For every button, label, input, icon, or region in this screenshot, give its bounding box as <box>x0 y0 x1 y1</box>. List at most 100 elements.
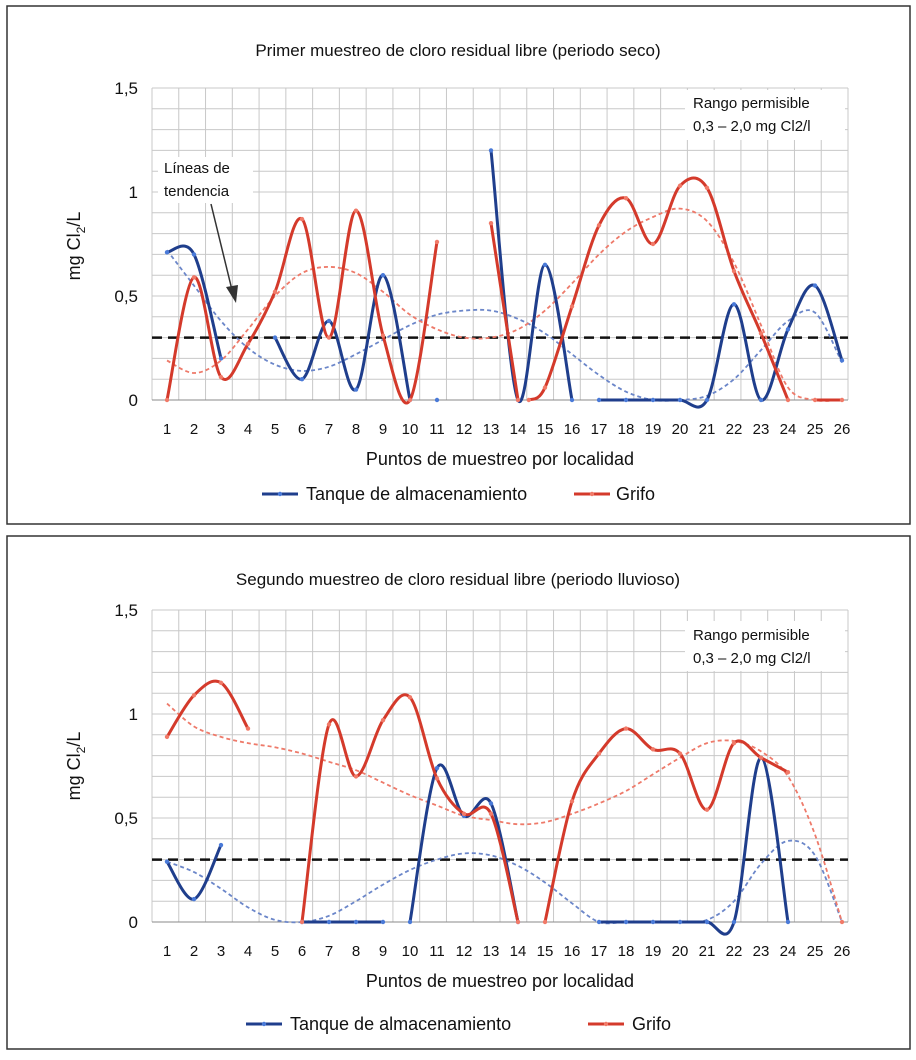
data-point <box>164 397 170 403</box>
legend-2-tap-label: Grifo <box>632 1014 671 1034</box>
data-point <box>353 774 359 779</box>
data-point <box>164 859 170 864</box>
chart-1-trend-arrow-head <box>226 285 238 303</box>
chart-1-y-label-tail: /L <box>64 212 84 227</box>
data-point <box>407 919 413 925</box>
legend-1-tank-label: Tanque de almacenamiento <box>306 484 527 504</box>
data-point <box>677 397 683 403</box>
chart-1-trend-arrow-line <box>210 203 233 291</box>
chart-1-y-axis-label: mg Cl2/L <box>64 212 88 281</box>
chart-2-title: Segundo muestreo de cloro residual libre… <box>236 570 680 589</box>
chart-1-trend-note-line-1: Líneas de <box>164 160 230 177</box>
legend-1-tap-marker <box>589 491 595 497</box>
data-point <box>758 331 764 336</box>
data-point <box>434 239 440 245</box>
data-point <box>758 397 764 403</box>
data-point <box>326 722 332 727</box>
data-point <box>704 397 710 403</box>
data-point <box>650 241 656 247</box>
x-tick-label: 8 <box>352 943 360 960</box>
data-point <box>623 726 629 731</box>
series-line <box>165 679 250 739</box>
data-point <box>326 318 332 324</box>
data-point <box>839 919 845 925</box>
data-point <box>596 751 602 756</box>
series-line <box>489 148 574 404</box>
x-tick-label: 9 <box>379 943 387 960</box>
data-point <box>272 289 278 295</box>
data-point <box>542 919 548 925</box>
data-point <box>596 397 602 403</box>
data-point <box>461 811 467 817</box>
data-point <box>526 397 531 403</box>
data-point <box>218 842 224 848</box>
legend-2-tap-marker <box>603 1021 609 1027</box>
data-point <box>812 397 818 403</box>
data-point <box>785 770 791 775</box>
x-tick-label: 10 <box>402 943 419 960</box>
x-tick-label: 5 <box>271 943 279 960</box>
data-point <box>245 341 251 347</box>
x-tick-label: 8 <box>352 421 360 438</box>
x-tick-label: 24 <box>780 421 797 438</box>
x-tick-label: 10 <box>402 421 419 438</box>
x-tick-label: 21 <box>699 943 716 960</box>
data-point <box>326 335 332 340</box>
chart-1-series <box>164 148 845 409</box>
legend-1-tank-marker <box>277 491 283 497</box>
chart-2-series <box>164 679 845 936</box>
data-point <box>299 377 305 382</box>
data-point <box>731 268 737 274</box>
x-tick-label: 6 <box>298 943 306 960</box>
y-tick-label: 1 <box>129 705 138 724</box>
chart-1-y-ticks: 0 0,5 1 1,5 <box>114 79 138 410</box>
data-point <box>731 919 737 925</box>
chart-1-range-note-line-1: Rango permisible <box>693 95 810 112</box>
legend-2-tank-label: Tanque de almacenamiento <box>290 1014 511 1034</box>
chart-2-x-axis-label: Puntos de muestreo por localidad <box>366 971 634 991</box>
data-point <box>380 919 386 925</box>
x-tick-label: 16 <box>564 943 581 960</box>
x-tick-label: 22 <box>726 943 743 960</box>
chart-1-trend-note-bg <box>158 157 253 203</box>
data-point <box>434 397 440 403</box>
data-point <box>596 223 602 228</box>
data-point <box>218 680 224 685</box>
chart-2-x-ticks: 1 2 3 4 5 6 7 8 9 10 11 12 13 14 15 16 17 18 19 20 21 22 23 24 2… <box>163 943 851 960</box>
data-point <box>488 148 494 153</box>
chart-1-x-ticks: 1 2 3 4 5 6 7 8 9 10 11 12 13 14 15 16 17 18 19 20 21 22 23 24 2… <box>163 421 851 438</box>
x-tick-label: 13 <box>483 943 500 960</box>
data-point <box>677 919 683 925</box>
chart-1-y-label-sub: 2 <box>74 226 88 233</box>
chart-1-x-axis-label: Puntos de muestreo por localidad <box>366 449 634 469</box>
panel-1-frame <box>6 5 911 525</box>
chart-2-y-label-main: mg Cl <box>64 753 84 800</box>
x-tick-label: 18 <box>618 421 635 438</box>
chart-panel-1: Primer muestreo de cloro residual libre … <box>6 5 911 525</box>
x-tick-label: 3 <box>217 421 225 438</box>
data-point <box>785 327 791 332</box>
chart-1-trend-note-line-2: tendencia <box>164 183 230 200</box>
y-tick-label: 1 <box>129 183 138 202</box>
x-tick-label: 12 <box>456 421 473 438</box>
y-tick-label: 0 <box>129 913 138 932</box>
data-point <box>515 919 521 925</box>
x-tick-label: 11 <box>429 943 445 960</box>
x-tick-label: 12 <box>456 943 473 960</box>
data-point <box>515 397 521 403</box>
data-point <box>704 919 710 925</box>
data-point <box>353 919 359 925</box>
data-point <box>407 695 413 700</box>
data-point <box>191 896 197 902</box>
x-tick-label: 7 <box>325 421 333 438</box>
data-point <box>488 221 494 226</box>
x-tick-label: 17 <box>591 943 608 960</box>
y-tick-label: 0 <box>129 391 138 410</box>
data-point <box>623 196 629 201</box>
x-tick-label: 9 <box>379 421 387 438</box>
data-point <box>380 273 386 278</box>
x-tick-label: 14 <box>510 943 527 960</box>
chart-1-range-note-bg <box>685 90 845 140</box>
data-point <box>488 801 494 806</box>
